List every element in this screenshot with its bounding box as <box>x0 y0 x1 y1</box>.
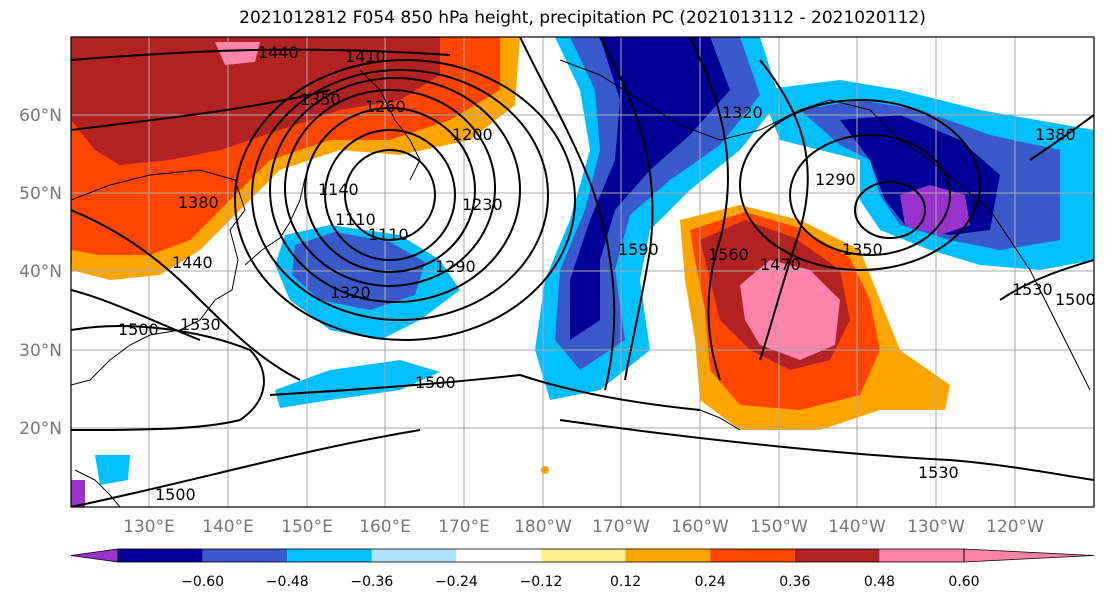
precip-positive-dot <box>541 466 549 474</box>
colorbar-tick-label: −0.24 <box>435 574 478 590</box>
colorbar-tick-label: 0.12 <box>610 574 641 590</box>
page-title: 2021012812 F054 850 hPa height, precipit… <box>239 8 926 28</box>
precip-negative-navy-cp <box>570 37 730 340</box>
contour-label: 1590 <box>618 240 659 259</box>
lon-label: 140°E <box>202 517 254 537</box>
precip-negative-blue-cp <box>555 37 760 370</box>
colorbar-tick-label: 0.36 <box>779 574 810 590</box>
contour-label: 1530 <box>1012 280 1053 299</box>
lon-label: 140°W <box>828 517 886 537</box>
coastline-japan <box>244 177 306 266</box>
contour-label: 1350 <box>842 240 883 259</box>
precip-negative-lightblue-south <box>275 360 440 408</box>
map-frame <box>70 36 1095 508</box>
contour-label: 1380 <box>1035 125 1076 144</box>
colorbar-segment <box>118 549 203 562</box>
contour-label: 1500 <box>155 485 196 504</box>
lon-label: 170°W <box>592 517 650 537</box>
lon-label: 130°W <box>907 517 965 537</box>
lat-label-50n: 50°N <box>19 184 62 204</box>
contour-label: 1110 <box>368 225 409 244</box>
contour-label: 1290 <box>815 170 856 189</box>
lon-label: 160°E <box>359 517 411 537</box>
lon-label: 160°W <box>671 517 729 537</box>
lon-label: 120°W <box>986 517 1044 537</box>
precip-shading <box>71 37 1094 507</box>
contour-label: 1230 <box>462 195 503 214</box>
lat-label-30n: 30°N <box>19 341 62 361</box>
colorbar-segment <box>625 549 711 562</box>
colorbar-tick-label: −0.60 <box>181 574 224 590</box>
colorbar-segment <box>371 549 457 562</box>
contour-label: 1110 <box>335 210 376 229</box>
colorbar-left-extension <box>70 548 119 563</box>
contour-label: 1500 <box>118 320 159 339</box>
lon-label: 180°W <box>514 517 572 537</box>
colorbar-segment <box>710 549 795 562</box>
colorbar-segment <box>794 549 880 562</box>
grid-lines <box>71 37 1094 507</box>
colorbar-tick-label: −0.36 <box>350 574 393 590</box>
precip-negative-purple-sw <box>71 480 85 507</box>
coastline-north-america <box>1009 239 1091 391</box>
contour-label: 1200 <box>452 125 493 144</box>
colorbar-right-extension <box>963 548 1095 563</box>
contour-label: 1500 <box>415 373 456 392</box>
contour-label: 1440 <box>172 253 213 272</box>
colorbar: −0.60 −0.48 −0.36 −0.24 −0.12 0.12 0.24 … <box>70 548 1095 590</box>
contour-label: 1140 <box>318 180 359 199</box>
longitude-labels: 130°E 140°E 150°E 160°E 170°E 180°W 170°… <box>123 517 1044 537</box>
coastline-alaska <box>559 59 1011 241</box>
lon-label: 150°W <box>750 517 808 537</box>
colorbar-segment <box>456 549 541 562</box>
colorbar-tick-label: 0.60 <box>948 574 979 590</box>
height-contours <box>71 37 1094 507</box>
precip-negative-small-sw <box>95 455 130 485</box>
contour-label: 1440 <box>258 43 299 62</box>
coastline-asia <box>71 169 246 386</box>
lat-label-60n: 60°N <box>19 106 62 126</box>
coastlines <box>71 59 1091 507</box>
contour-label: 1290 <box>435 257 476 276</box>
colorbar-tick-label: 0.48 <box>864 574 895 590</box>
lon-label: 130°E <box>123 517 175 537</box>
contour-label: 1410 <box>345 47 386 66</box>
lat-label-40n: 40°N <box>19 262 62 282</box>
colorbar-tick-label: −0.48 <box>266 574 309 590</box>
lon-label: 150°E <box>281 517 333 537</box>
contour-label: 1380 <box>178 193 219 212</box>
coastline-philippines <box>74 469 121 507</box>
precip-positive-pink-asia <box>215 42 260 65</box>
latitude-labels: 20°N 30°N 40°N 50°N 60°N <box>19 106 62 439</box>
contour-label: 1500 <box>1055 290 1096 309</box>
contour-label: 1470 <box>760 255 801 274</box>
contour-label: 1320 <box>330 283 371 302</box>
precip-negative-purple-ne <box>900 185 970 235</box>
contour-labels: 1440 1410 1350 1260 1200 1140 1110 1110 … <box>118 43 1096 504</box>
colorbar-segment <box>287 549 372 562</box>
colorbar-segment <box>541 549 626 562</box>
colorbar-tick-label: 0.24 <box>695 574 726 590</box>
lat-label-20n: 20°N <box>19 419 62 439</box>
contour-label: 1560 <box>708 245 749 264</box>
lon-label: 170°E <box>438 517 490 537</box>
colorbar-outline <box>117 548 965 563</box>
coastline-hawaii <box>699 409 741 431</box>
contour-label: 1320 <box>722 103 763 122</box>
contour-label: 1530 <box>180 315 221 334</box>
contour-label: 1260 <box>365 97 406 116</box>
colorbar-tick-label: −0.12 <box>520 574 563 590</box>
colorbar-segment <box>879 549 964 562</box>
contour-label: 1530 <box>918 463 959 482</box>
precip-positive-pink-ep <box>740 260 840 360</box>
coastline-kamchatka <box>359 69 421 181</box>
colorbar-segment <box>202 549 288 562</box>
contour-label: 1350 <box>300 90 341 109</box>
